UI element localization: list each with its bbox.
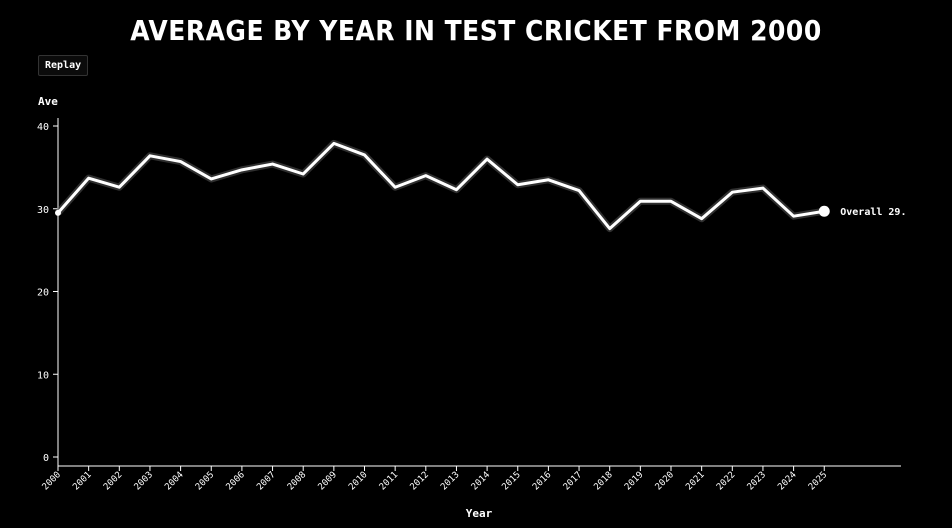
- x-tick-label: 2024: [776, 470, 798, 492]
- x-tick-label: 2019: [623, 470, 645, 492]
- x-tick-label: 2009: [317, 470, 339, 492]
- x-tick-label: 2011: [378, 470, 400, 492]
- y-tick-label: 30: [37, 205, 49, 216]
- series-line-shadow: [55, 139, 825, 233]
- x-tick-label: 2014: [470, 470, 492, 492]
- overall-annotation: Overall 29.: [840, 207, 906, 218]
- x-tick-label: 2018: [592, 470, 614, 492]
- x-tick-label: 2015: [500, 470, 522, 492]
- x-tick-label: 2001: [71, 470, 93, 492]
- x-tick-label: 2013: [439, 470, 461, 492]
- series-line: [56, 141, 825, 231]
- x-tick-label: 2008: [286, 470, 308, 492]
- x-tick-label: 2007: [255, 470, 277, 492]
- y-tick-label: 20: [37, 288, 49, 299]
- y-axis-label: Ave: [38, 95, 58, 108]
- x-tick-label: 2004: [163, 470, 185, 492]
- x-tick-label: 2020: [654, 470, 676, 492]
- x-tick-label: 2005: [194, 470, 216, 492]
- x-tick-label: 2023: [746, 470, 768, 492]
- x-tick-label: 2006: [225, 470, 247, 492]
- chart-title: AVERAGE BY YEAR IN TEST CRICKET FROM 200…: [130, 14, 822, 47]
- x-tick-label: 2000: [41, 470, 63, 492]
- y-tick-label: 0: [43, 453, 49, 464]
- x-tick-label: 2021: [684, 470, 706, 492]
- replay-button[interactable]: Replay: [38, 55, 89, 76]
- x-tick-label: 2022: [715, 470, 737, 492]
- start-point: [55, 209, 61, 216]
- x-tick-label: 2012: [409, 470, 431, 492]
- y-tick-label: 10: [37, 370, 49, 381]
- y-tick-label: 40: [37, 122, 49, 133]
- x-tick-label: 2025: [807, 470, 829, 492]
- x-axis-label: Year: [466, 507, 493, 520]
- x-tick-label: 2010: [347, 470, 369, 492]
- x-tick-label: 2002: [102, 470, 124, 492]
- x-tick-label: 2017: [562, 470, 584, 492]
- x-tick-label: 2016: [531, 470, 553, 492]
- x-tick-label: 2003: [133, 470, 155, 492]
- end-point: [818, 205, 830, 217]
